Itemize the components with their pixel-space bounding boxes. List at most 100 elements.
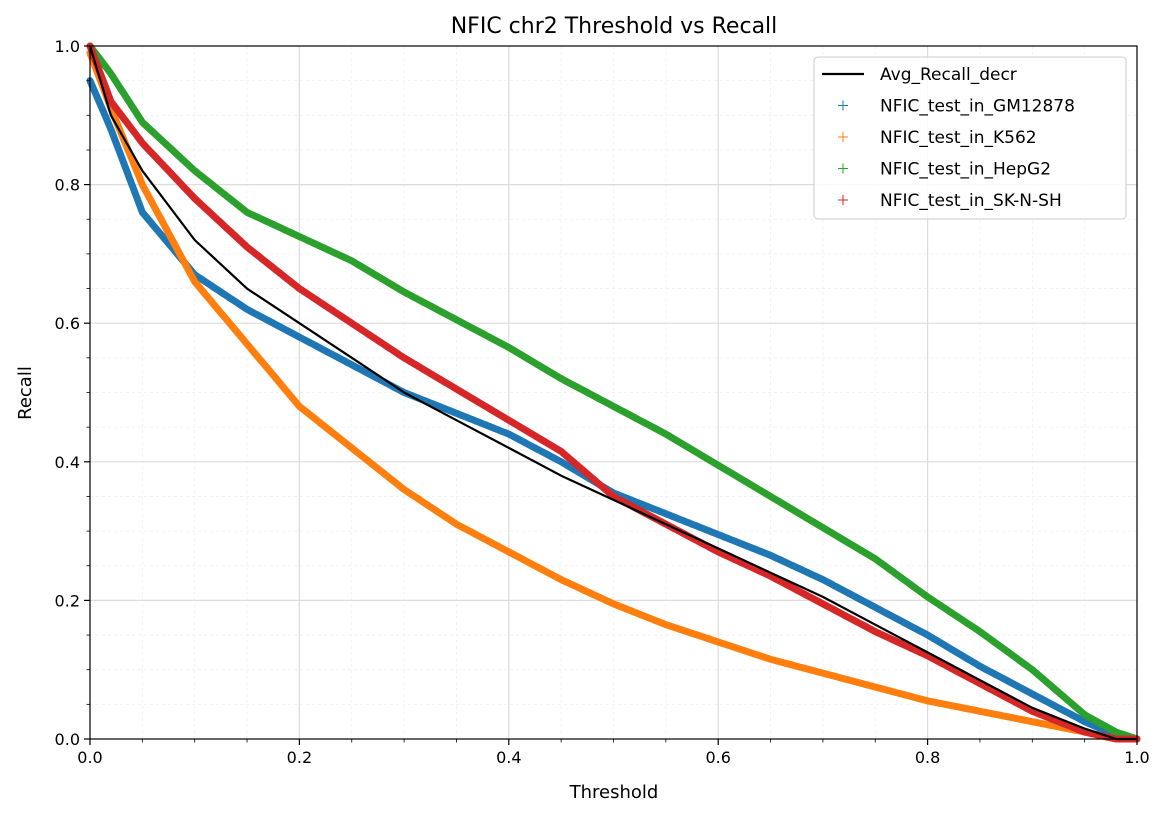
marker-nfic-test-in-k562 [319, 421, 326, 428]
marker-nfic-test-in-hepg2 [313, 241, 320, 248]
marker-nfic-test-in-sk-n-sh [859, 621, 866, 628]
marker-nfic-test-in-hepg2 [1029, 666, 1036, 673]
marker-nfic-test-in-hepg2 [137, 116, 144, 122]
marker-nfic-test-in-sk-n-sh [168, 171, 175, 178]
marker-nfic-test-in-k562 [595, 594, 602, 601]
marker-nfic-test-in-sk-n-sh [558, 448, 565, 455]
marker-nfic-test-in-gm12878 [526, 442, 533, 449]
marker-nfic-test-in-hepg2 [922, 592, 929, 599]
marker-nfic-test-in-sk-n-sh [174, 177, 181, 184]
marker-nfic-test-in-hepg2 [671, 436, 678, 443]
marker-nfic-test-in-sk-n-sh [350, 321, 357, 328]
marker-nfic-test-in-hepg2 [639, 418, 646, 425]
marker-nfic-test-in-sk-n-sh [746, 563, 753, 570]
marker-nfic-test-in-hepg2 [476, 328, 483, 335]
marker-nfic-test-in-hepg2 [1067, 699, 1073, 706]
marker-nfic-test-in-k562 [916, 695, 923, 702]
marker-nfic-test-in-k562 [489, 540, 495, 546]
marker-nfic-test-in-sk-n-sh [357, 325, 364, 332]
marker-nfic-test-in-hepg2 [275, 223, 282, 230]
marker-nfic-test-in-gm12878 [1067, 710, 1073, 717]
marker-nfic-test-in-sk-n-sh [520, 426, 527, 432]
y-tick-label: 0.6 [55, 314, 80, 333]
marker-nfic-test-in-hepg2 [388, 281, 395, 288]
marker-nfic-test-in-sk-n-sh [884, 634, 891, 641]
x-tick-label: 0.0 [77, 748, 102, 767]
marker-nfic-test-in-sk-n-sh [476, 399, 483, 406]
marker-nfic-test-in-sk-n-sh [206, 209, 213, 215]
marker-nfic-test-in-hepg2 [997, 643, 1004, 650]
marker-nfic-test-in-hepg2 [551, 371, 558, 378]
marker-nfic-test-in-gm12878 [809, 571, 816, 578]
marker-nfic-test-in-hepg2 [570, 382, 577, 389]
marker-nfic-test-in-hepg2 [306, 238, 313, 245]
marker-nfic-test-in-sk-n-sh [300, 288, 307, 295]
marker-nfic-test-in-k562 [256, 356, 263, 362]
marker-nfic-test-in-sk-n-sh [457, 388, 464, 395]
marker-nfic-test-in-sk-n-sh [583, 470, 590, 476]
marker-nfic-test-in-gm12878 [118, 153, 125, 160]
marker-nfic-test-in-k562 [181, 259, 188, 266]
marker-nfic-test-in-gm12878 [1079, 717, 1086, 724]
marker-nfic-test-in-hepg2 [118, 86, 125, 93]
marker-nfic-test-in-hepg2 [614, 405, 621, 412]
marker-nfic-test-in-gm12878 [765, 551, 772, 558]
marker-nfic-test-in-k562 [803, 665, 810, 672]
y-tick-label: 0.2 [55, 591, 80, 610]
marker-nfic-test-in-k562 [941, 701, 948, 708]
marker-nfic-test-in-sk-n-sh [149, 151, 156, 158]
marker-nfic-test-in-hepg2 [696, 451, 703, 457]
marker-nfic-test-in-k562 [570, 582, 577, 589]
marker-nfic-test-in-hepg2 [621, 408, 627, 415]
marker-nfic-test-in-sk-n-sh [313, 296, 320, 303]
marker-nfic-test-in-gm12878 [1010, 681, 1017, 687]
marker-nfic-test-in-k562 [1023, 717, 1029, 724]
marker-nfic-test-in-hepg2 [545, 368, 552, 375]
marker-nfic-test-in-gm12878 [551, 455, 558, 462]
marker-nfic-test-in-k562 [960, 705, 967, 711]
marker-nfic-test-in-sk-n-sh [1060, 720, 1067, 727]
marker-nfic-test-in-gm12878 [489, 424, 495, 431]
marker-nfic-test-in-k562 [413, 494, 420, 501]
marker-nfic-test-in-hepg2 [156, 134, 163, 141]
marker-nfic-test-in-sk-n-sh [765, 572, 772, 579]
marker-nfic-test-in-hepg2 [972, 625, 979, 632]
marker-nfic-test-in-k562 [269, 370, 276, 377]
marker-nfic-test-in-hepg2 [734, 473, 740, 480]
marker-nfic-test-in-hepg2 [1041, 677, 1048, 684]
marker-nfic-test-in-k562 [156, 212, 163, 219]
marker-nfic-test-in-sk-n-sh [897, 640, 904, 647]
x-tick-label: 0.6 [705, 748, 730, 767]
marker-nfic-test-in-gm12878 [1023, 687, 1029, 694]
marker-nfic-test-in-hepg2 [928, 596, 935, 603]
marker-nfic-test-in-gm12878 [1048, 700, 1055, 707]
marker-nfic-test-in-sk-n-sh [526, 429, 533, 436]
marker-nfic-test-in-sk-n-sh [269, 263, 276, 270]
marker-nfic-test-in-hepg2 [1060, 693, 1067, 700]
legend: Avg_Recall_decr NFIC_test_in_GM12878 NFIC_… [813, 56, 1127, 220]
marker-nfic-test-in-hepg2 [966, 621, 973, 628]
marker-nfic-test-in-hepg2 [796, 510, 803, 517]
marker-nfic-test-in-k562 [376, 466, 382, 473]
marker-nfic-test-in-gm12878 [652, 506, 659, 513]
marker-nfic-test-in-gm12878 [658, 509, 665, 516]
marker-nfic-test-in-gm12878 [300, 336, 307, 343]
marker-nfic-test-in-hepg2 [690, 447, 697, 454]
marker-nfic-test-in-sk-n-sh [771, 575, 778, 582]
marker-nfic-test-in-hepg2 [237, 204, 244, 211]
marker-nfic-test-in-sk-n-sh [1054, 718, 1061, 725]
marker-nfic-test-in-sk-n-sh [564, 453, 571, 460]
marker-nfic-test-in-hepg2 [658, 428, 665, 435]
marker-nfic-test-in-gm12878 [853, 594, 860, 601]
marker-nfic-test-in-hepg2 [288, 229, 294, 236]
marker-nfic-test-in-k562 [734, 645, 740, 652]
marker-nfic-test-in-sk-n-sh [187, 191, 194, 197]
marker-nfic-test-in-k562 [903, 692, 910, 699]
marker-nfic-test-in-sk-n-sh [306, 292, 313, 299]
marker-nfic-test-in-sk-n-sh [1073, 725, 1080, 732]
marker-nfic-test-in-gm12878 [112, 137, 119, 144]
marker-nfic-test-in-gm12878 [350, 362, 357, 369]
marker-nfic-test-in-hepg2 [953, 613, 960, 620]
marker-nfic-test-in-sk-n-sh [501, 414, 508, 421]
marker-nfic-test-in-hepg2 [338, 253, 345, 259]
